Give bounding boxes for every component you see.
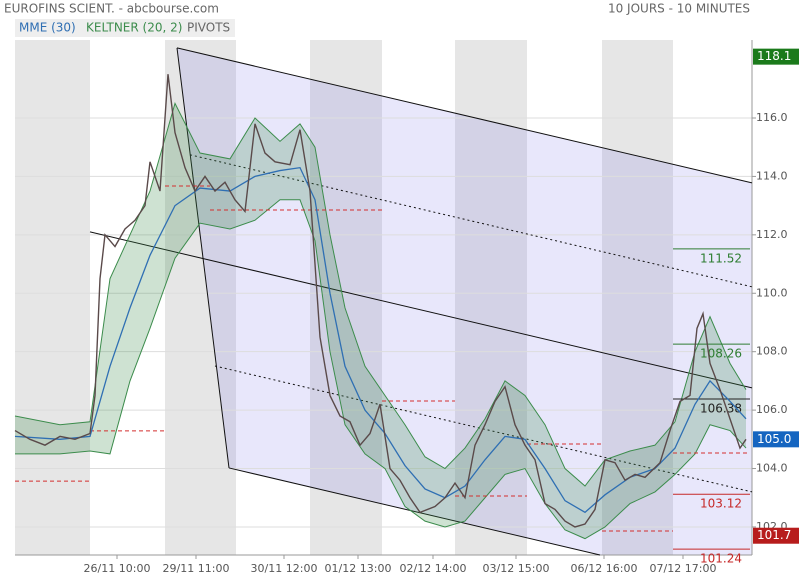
price-line bbox=[14, 74, 747, 528]
ema-line bbox=[14, 166, 747, 514]
x-tick-label: 26/11 10:00 bbox=[84, 562, 151, 575]
chart-title: EUROFINS SCIENT. - abcbourse.com bbox=[4, 2, 219, 16]
price-marker bbox=[753, 431, 799, 448]
keltner-lower bbox=[15, 199, 747, 540]
level-label: 108.26 bbox=[700, 347, 742, 361]
x-tick-label: 07/12 17:00 bbox=[650, 562, 717, 575]
price-marker-label: 101.7 bbox=[757, 528, 791, 542]
channel-edge bbox=[176, 47, 230, 469]
channel-line bbox=[89, 231, 753, 389]
y-tick-label: 114.0 bbox=[756, 169, 788, 182]
level-label: 111.52 bbox=[700, 251, 742, 265]
level-label: 101.24 bbox=[700, 552, 742, 566]
x-tick-label: 29/11 11:00 bbox=[163, 562, 230, 575]
x-tick-label: 30/11 12:00 bbox=[251, 562, 318, 575]
y-tick-label: 108.0 bbox=[756, 345, 788, 358]
price-marker-label: 118.1 bbox=[757, 49, 791, 63]
y-tick-label: 104.0 bbox=[756, 462, 788, 475]
x-tick-label: 02/12 14:00 bbox=[400, 562, 467, 575]
band bbox=[455, 40, 527, 555]
y-tick-label: 110.0 bbox=[756, 286, 788, 299]
channel-fill bbox=[177, 47, 752, 556]
level-label: 103.12 bbox=[700, 497, 742, 511]
y-tick-label: 112.0 bbox=[756, 228, 788, 241]
price-marker bbox=[753, 48, 799, 65]
legend-item[interactable]: KELTNER (20, 2) bbox=[86, 21, 182, 35]
price-marker-label: 105.0 bbox=[757, 432, 791, 446]
x-tick-label: 03/12 15:00 bbox=[483, 562, 550, 575]
band bbox=[602, 40, 673, 555]
session-bands bbox=[15, 40, 673, 555]
legend-item[interactable]: PIVOTS bbox=[187, 21, 230, 35]
y-tick-label: 106.0 bbox=[756, 403, 788, 416]
x-tick-label: 01/12 13:00 bbox=[325, 562, 392, 575]
channel-line bbox=[189, 154, 753, 288]
keltner-fill bbox=[15, 103, 746, 539]
band bbox=[165, 40, 236, 555]
legend-item[interactable]: MME (30) bbox=[19, 21, 76, 35]
price-marker bbox=[753, 527, 799, 544]
keltner-upper bbox=[14, 102, 747, 487]
y-tick-label: 116.0 bbox=[756, 111, 788, 124]
chart-subtitle: 10 JOURS - 10 MINUTES bbox=[608, 2, 750, 16]
level-label: 106.38 bbox=[700, 402, 742, 416]
legend-bg bbox=[15, 19, 235, 37]
x-tick-label: 06/12 16:00 bbox=[571, 562, 638, 575]
channel-line bbox=[176, 47, 753, 184]
band bbox=[15, 40, 90, 555]
channel-line bbox=[228, 467, 601, 556]
